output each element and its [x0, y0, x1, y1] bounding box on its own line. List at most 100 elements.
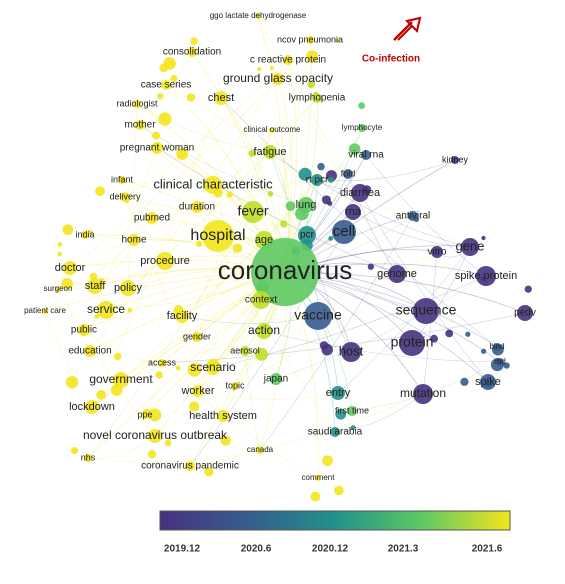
- node: [158, 359, 166, 367]
- node: [84, 345, 96, 357]
- minor-node: [307, 80, 316, 89]
- node-label: gender: [183, 331, 211, 341]
- node-label: staff: [85, 280, 107, 292]
- minor-node: [65, 375, 79, 389]
- minor-node: [480, 348, 487, 354]
- arrow: [397, 16, 422, 41]
- node-label: pedv: [514, 308, 536, 319]
- minor-node: [57, 251, 63, 257]
- minor-node: [335, 38, 340, 43]
- node-label: ncov pneumonia: [277, 34, 343, 44]
- node: [185, 461, 195, 471]
- minor-node: [127, 307, 133, 313]
- node-label: viral rna: [348, 150, 384, 161]
- minor-node: [328, 235, 334, 241]
- node: [413, 384, 433, 404]
- node-label: hospital: [190, 227, 245, 244]
- node: [461, 238, 479, 256]
- node: [388, 265, 406, 283]
- edge: [352, 211, 471, 248]
- node-label: vitro: [428, 247, 447, 258]
- node: [315, 475, 321, 481]
- node-label: spike: [475, 376, 501, 388]
- edge: [69, 78, 279, 269]
- node: [151, 142, 163, 154]
- minor-node: [248, 149, 256, 157]
- minor-node: [157, 92, 164, 100]
- minor-node: [322, 455, 333, 467]
- node: [331, 386, 345, 400]
- node: [146, 212, 158, 224]
- edge: [124, 59, 289, 198]
- node-label: canada: [247, 445, 274, 454]
- node: [206, 361, 220, 375]
- node: [135, 120, 145, 130]
- node: [517, 305, 533, 321]
- node-label: government: [89, 372, 153, 386]
- node: [256, 323, 272, 339]
- node-label: service: [87, 302, 125, 316]
- node: [496, 358, 504, 366]
- node-label: home: [121, 235, 146, 246]
- edge: [121, 179, 265, 332]
- node: [204, 176, 222, 194]
- node-label: sequence: [396, 302, 457, 318]
- node: [480, 374, 496, 390]
- node: [156, 252, 174, 270]
- node: [298, 226, 316, 244]
- node: [217, 410, 229, 422]
- edge: [127, 103, 138, 289]
- edge: [139, 124, 307, 206]
- edge: [154, 350, 246, 437]
- minor-node: [310, 491, 321, 502]
- edge: [365, 154, 487, 277]
- edge: [212, 184, 265, 332]
- edge: [284, 271, 526, 314]
- node-label: duration: [179, 202, 215, 213]
- node: [192, 385, 204, 397]
- node-label: gene: [456, 238, 485, 253]
- node: [304, 302, 332, 330]
- minor-node: [62, 224, 74, 236]
- edge: [287, 59, 349, 175]
- minor-node: [348, 143, 361, 155]
- node: [192, 332, 202, 342]
- minor-node: [285, 201, 296, 211]
- minor-node: [306, 50, 319, 63]
- edge: [44, 310, 93, 408]
- annotation: Co-infection: [362, 54, 420, 65]
- node-label: diarrhea: [340, 187, 381, 199]
- node-label: rbd: [494, 357, 506, 366]
- node: [42, 308, 48, 314]
- node-label: access: [148, 357, 177, 367]
- minor-node: [430, 334, 438, 343]
- node: [263, 145, 277, 159]
- colorbar-ticks: 2019.12 2020.6 2020.12 2021.3 2021.6: [164, 544, 503, 555]
- minor-node: [298, 167, 312, 181]
- minor-node: [159, 63, 169, 73]
- node-label: mother: [124, 120, 156, 131]
- minor-node: [255, 347, 268, 361]
- colorbar-tick-label: 2021.6: [472, 544, 503, 555]
- minor-node: [269, 66, 274, 71]
- node-label: vaccine: [294, 307, 342, 323]
- minor-node: [367, 263, 374, 270]
- node-label: ggo lactate dehydrogenase: [210, 11, 307, 20]
- minor-node: [280, 220, 288, 228]
- node-label: education: [68, 346, 111, 357]
- node: [361, 150, 371, 160]
- node: [141, 411, 149, 419]
- edge: [257, 15, 287, 273]
- node: [272, 73, 284, 85]
- edge: [259, 215, 414, 451]
- minor-node: [95, 186, 105, 197]
- node-label: clinical outcome: [244, 125, 301, 134]
- node-label: health system: [189, 410, 257, 422]
- node: [347, 406, 357, 416]
- minor-node: [176, 148, 189, 160]
- node-label: surgeon: [44, 284, 73, 293]
- edge: [83, 147, 158, 331]
- node-label: entry: [326, 387, 351, 399]
- minor-node: [187, 362, 202, 377]
- node: [252, 291, 270, 309]
